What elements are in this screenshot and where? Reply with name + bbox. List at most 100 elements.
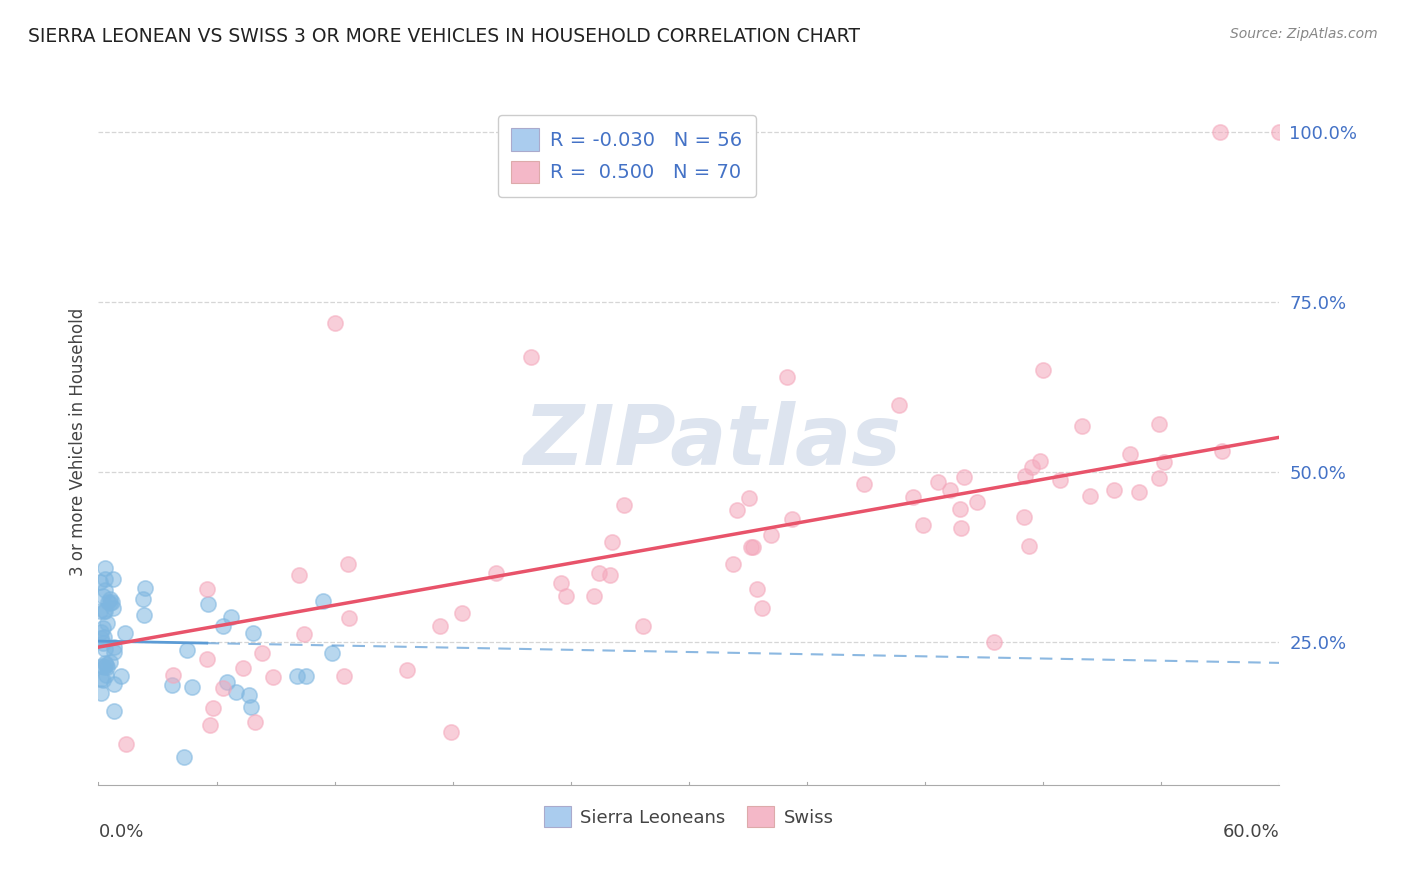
Point bbox=[96, 660, 118, 674]
Point bbox=[1071, 419, 1094, 434]
Point bbox=[93, 605, 115, 619]
Point bbox=[176, 643, 198, 657]
Point bbox=[740, 540, 762, 554]
Point bbox=[195, 651, 218, 665]
Point bbox=[115, 737, 138, 751]
Point bbox=[181, 680, 204, 694]
Point bbox=[94, 642, 117, 657]
Point bbox=[90, 686, 112, 700]
Point bbox=[613, 499, 636, 513]
Point bbox=[1153, 455, 1175, 469]
Point bbox=[1119, 447, 1142, 461]
Point bbox=[853, 477, 876, 491]
Point bbox=[903, 490, 925, 504]
Point bbox=[96, 668, 118, 682]
Point bbox=[94, 560, 117, 574]
Point bbox=[134, 607, 156, 622]
Point bbox=[429, 619, 451, 633]
Point bbox=[738, 491, 761, 505]
Point bbox=[966, 495, 988, 509]
Point bbox=[1128, 485, 1150, 500]
Point bbox=[89, 604, 111, 618]
Point bbox=[1029, 454, 1052, 468]
Point bbox=[173, 749, 195, 764]
Point bbox=[725, 503, 748, 517]
Point bbox=[101, 595, 124, 609]
Point bbox=[751, 601, 773, 615]
Point bbox=[583, 589, 606, 603]
Point bbox=[162, 678, 184, 692]
Point bbox=[97, 595, 120, 609]
Point bbox=[292, 627, 315, 641]
Text: 0.0%: 0.0% bbox=[98, 822, 143, 841]
Point bbox=[93, 621, 115, 635]
Point bbox=[103, 640, 125, 654]
Point bbox=[949, 502, 972, 516]
Point bbox=[211, 619, 233, 633]
Point bbox=[950, 521, 973, 535]
Point bbox=[101, 572, 124, 586]
Point bbox=[520, 350, 543, 364]
Point bbox=[294, 669, 316, 683]
Point bbox=[1014, 468, 1036, 483]
Point bbox=[195, 582, 218, 596]
Point bbox=[134, 581, 156, 595]
Point bbox=[94, 583, 117, 598]
Point bbox=[1147, 417, 1170, 431]
Point bbox=[631, 619, 654, 633]
Point bbox=[337, 611, 360, 625]
Point bbox=[103, 676, 125, 690]
Point bbox=[451, 607, 474, 621]
Y-axis label: 3 or more Vehicles in Household: 3 or more Vehicles in Household bbox=[69, 308, 87, 575]
Point bbox=[262, 670, 284, 684]
Point bbox=[285, 669, 308, 683]
Point bbox=[91, 658, 114, 673]
Point bbox=[93, 630, 115, 644]
Point bbox=[103, 645, 125, 659]
Point bbox=[242, 626, 264, 640]
Point bbox=[232, 660, 254, 674]
Point bbox=[588, 566, 610, 580]
Point bbox=[211, 681, 233, 695]
Point bbox=[215, 675, 238, 690]
Point bbox=[1268, 125, 1291, 139]
Point bbox=[239, 699, 262, 714]
Point bbox=[396, 664, 419, 678]
Point bbox=[252, 646, 274, 660]
Point bbox=[288, 567, 311, 582]
Point bbox=[98, 592, 121, 607]
Point bbox=[761, 528, 783, 542]
Point bbox=[91, 636, 114, 650]
Text: SIERRA LEONEAN VS SWISS 3 OR MORE VEHICLES IN HOUSEHOLD CORRELATION CHART: SIERRA LEONEAN VS SWISS 3 OR MORE VEHICL… bbox=[28, 27, 860, 45]
Point bbox=[1049, 473, 1071, 487]
Point bbox=[90, 624, 112, 639]
Point bbox=[889, 398, 911, 412]
Point bbox=[1021, 459, 1043, 474]
Point bbox=[1032, 363, 1054, 377]
Point bbox=[780, 512, 803, 526]
Point bbox=[485, 566, 508, 580]
Point bbox=[94, 657, 117, 671]
Point bbox=[1018, 539, 1040, 553]
Point bbox=[599, 568, 621, 582]
Point bbox=[89, 575, 111, 590]
Point bbox=[776, 370, 799, 384]
Point bbox=[741, 540, 763, 554]
Point bbox=[90, 631, 112, 645]
Point bbox=[939, 483, 962, 497]
Point bbox=[1078, 489, 1101, 503]
Point bbox=[440, 725, 463, 739]
Point bbox=[132, 591, 155, 606]
Point bbox=[90, 672, 112, 686]
Point bbox=[198, 717, 221, 731]
Point bbox=[94, 604, 117, 618]
Point bbox=[197, 597, 219, 611]
Point bbox=[91, 673, 114, 687]
Point bbox=[1211, 443, 1233, 458]
Legend: Sierra Leoneans, Swiss: Sierra Leoneans, Swiss bbox=[537, 799, 841, 834]
Point bbox=[162, 667, 184, 681]
Text: Source: ZipAtlas.com: Source: ZipAtlas.com bbox=[1230, 27, 1378, 41]
Point bbox=[555, 590, 578, 604]
Point bbox=[323, 316, 346, 330]
Point bbox=[94, 572, 117, 586]
